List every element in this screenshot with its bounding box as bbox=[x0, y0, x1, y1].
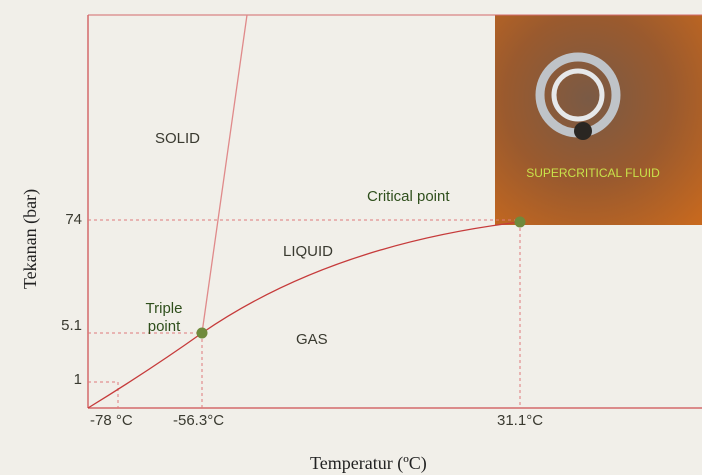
point-label: Triple point bbox=[134, 300, 194, 336]
triple-point-marker bbox=[197, 328, 208, 339]
y-tick-label: 1 bbox=[52, 371, 82, 389]
region-label: GAS bbox=[296, 331, 328, 349]
point-label: Critical point bbox=[367, 188, 450, 206]
page: Tekanan (bar) Temperatur (ºC) 74 5.1 1 -… bbox=[0, 0, 702, 475]
y-axis-title: Tekanan (bar) bbox=[21, 169, 39, 309]
phase-curves bbox=[88, 15, 520, 408]
inset-image bbox=[495, 15, 702, 225]
inset-label: SUPERCRITICAL FLUID bbox=[518, 166, 668, 181]
phase-diagram bbox=[0, 0, 702, 475]
x-tick-label: -78 °C bbox=[90, 412, 133, 430]
region-label: SOLID bbox=[155, 130, 200, 148]
critical-point-marker bbox=[515, 217, 526, 228]
x-axis-title: Temperatur (ºC) bbox=[310, 454, 427, 472]
y-tick-label: 74 bbox=[52, 211, 82, 229]
region-label: LIQUID bbox=[283, 243, 333, 261]
x-tick-label: -56.3°C bbox=[173, 412, 224, 430]
y-tick-label: 5.1 bbox=[52, 317, 82, 335]
x-tick-label: 31.1°C bbox=[497, 412, 543, 430]
ring-knob bbox=[574, 122, 592, 140]
